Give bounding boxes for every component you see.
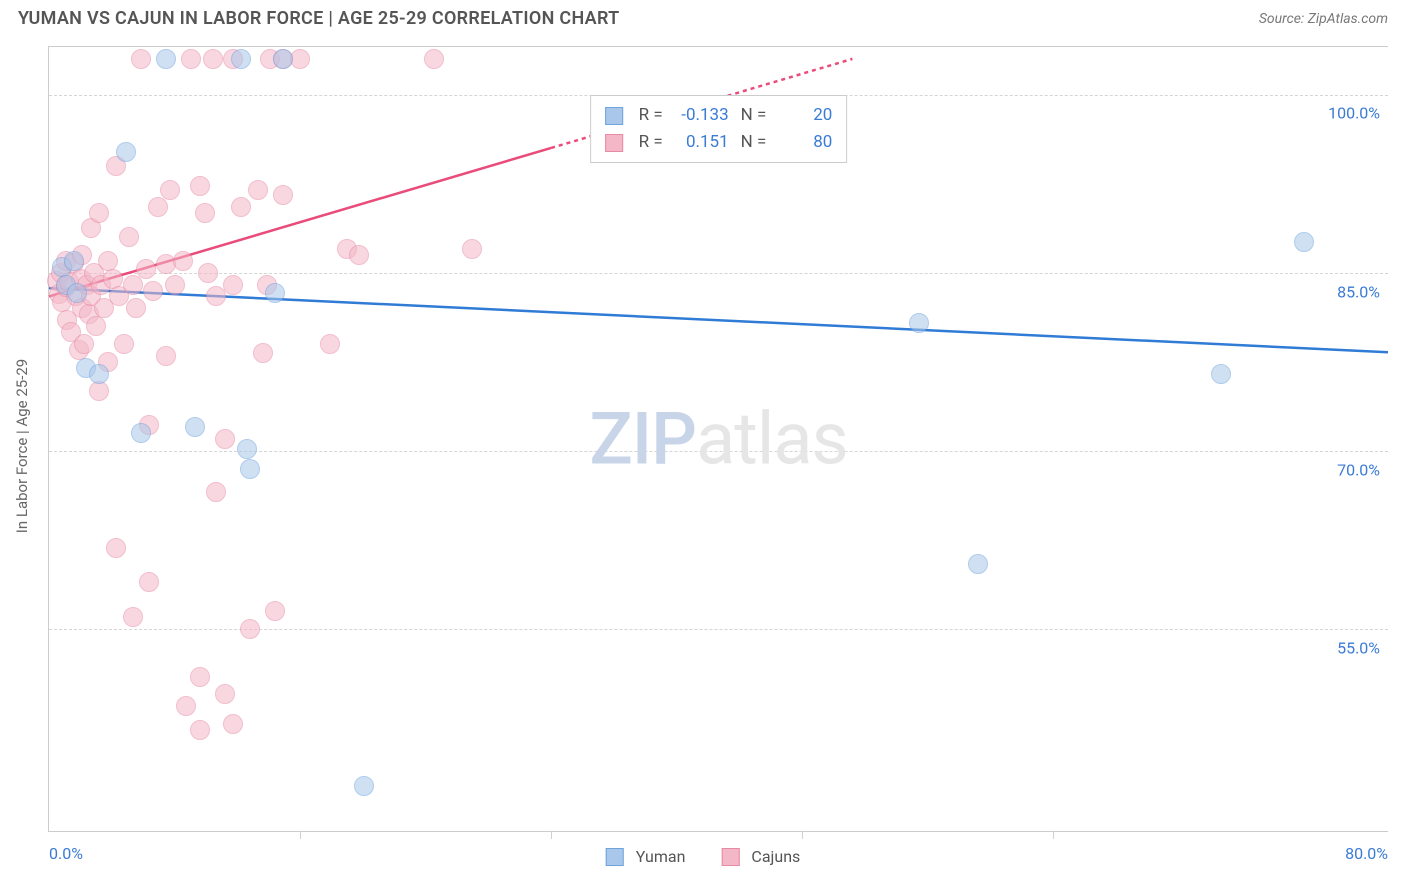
point-cajuns — [123, 607, 143, 627]
point-cajuns — [136, 259, 156, 279]
point-cajuns — [89, 381, 109, 401]
y-axis-label: In Labor Force | Age 25-29 — [13, 359, 31, 533]
point-cajuns — [203, 49, 223, 69]
chart-title: YUMAN VS CAJUN IN LABOR FORCE | AGE 25-2… — [18, 8, 620, 29]
point-yuman — [1211, 364, 1231, 384]
point-cajuns — [231, 197, 251, 217]
point-yuman — [131, 423, 151, 443]
point-cajuns — [206, 482, 226, 502]
point-yuman — [1294, 232, 1314, 252]
x-tick-mark — [300, 831, 301, 839]
point-cajuns — [273, 185, 293, 205]
x-tick-mark — [1053, 831, 1054, 839]
point-cajuns — [424, 49, 444, 69]
x-tick-mark — [551, 831, 552, 839]
point-cajuns — [206, 286, 226, 306]
point-cajuns — [190, 720, 210, 740]
point-yuman — [231, 49, 251, 69]
point-cajuns — [165, 275, 185, 295]
point-yuman — [240, 459, 260, 479]
point-yuman — [89, 364, 109, 384]
point-cajuns — [139, 572, 159, 592]
x-tick-label: 80.0% — [1345, 844, 1388, 863]
point-cajuns — [106, 538, 126, 558]
point-yuman — [237, 439, 257, 459]
point-cajuns — [148, 197, 168, 217]
stats-row-yuman: R = -0.133 N = 20 — [605, 102, 833, 129]
swatch-yuman-icon — [606, 848, 624, 866]
point-yuman — [67, 283, 87, 303]
point-cajuns — [114, 334, 134, 354]
swatch-yuman-icon — [605, 107, 623, 125]
point-cajuns — [215, 429, 235, 449]
point-cajuns — [253, 343, 273, 363]
point-cajuns — [265, 601, 285, 621]
point-cajuns — [119, 227, 139, 247]
point-cajuns — [86, 316, 106, 336]
point-cajuns — [223, 714, 243, 734]
point-cajuns — [462, 239, 482, 259]
point-yuman — [64, 251, 84, 271]
point-yuman — [185, 417, 205, 437]
point-cajuns — [143, 281, 163, 301]
point-yuman — [354, 776, 374, 796]
point-cajuns — [240, 619, 260, 639]
legend-item-yuman: Yuman — [606, 847, 686, 866]
source-label: Source: ZipAtlas.com — [1259, 11, 1388, 27]
stats-row-cajuns: R = 0.151 N = 80 — [605, 129, 833, 156]
point-yuman — [265, 283, 285, 303]
point-yuman — [273, 49, 293, 69]
legend-item-cajuns: Cajuns — [721, 847, 800, 866]
point-cajuns — [131, 49, 151, 69]
point-cajuns — [176, 696, 196, 716]
correlation-stats-box: R = -0.133 N = 20 R = 0.151 N = 80 — [590, 95, 848, 163]
legend: Yuman Cajuns — [606, 847, 801, 866]
point-cajuns — [215, 684, 235, 704]
point-cajuns — [248, 180, 268, 200]
point-cajuns — [190, 176, 210, 196]
point-cajuns — [74, 334, 94, 354]
x-tick-mark — [802, 831, 803, 839]
chart-plot-area: 55.0%70.0%85.0%100.0%0.0%80.0% ZIPatlas … — [48, 46, 1388, 832]
point-cajuns — [181, 49, 201, 69]
swatch-cajuns-icon — [721, 848, 739, 866]
point-cajuns — [126, 298, 146, 318]
x-tick-label: 0.0% — [49, 844, 83, 863]
point-cajuns — [195, 203, 215, 223]
point-cajuns — [223, 275, 243, 295]
point-yuman — [156, 49, 176, 69]
point-cajuns — [320, 334, 340, 354]
point-yuman — [968, 554, 988, 574]
swatch-cajuns-icon — [605, 134, 623, 152]
point-cajuns — [198, 263, 218, 283]
point-cajuns — [156, 346, 176, 366]
point-cajuns — [160, 180, 180, 200]
point-cajuns — [173, 251, 193, 271]
point-yuman — [116, 142, 136, 162]
point-cajuns — [98, 251, 118, 271]
point-cajuns — [349, 245, 369, 265]
point-cajuns — [123, 275, 143, 295]
point-yuman — [909, 313, 929, 333]
point-cajuns — [89, 203, 109, 223]
point-cajuns — [190, 667, 210, 687]
